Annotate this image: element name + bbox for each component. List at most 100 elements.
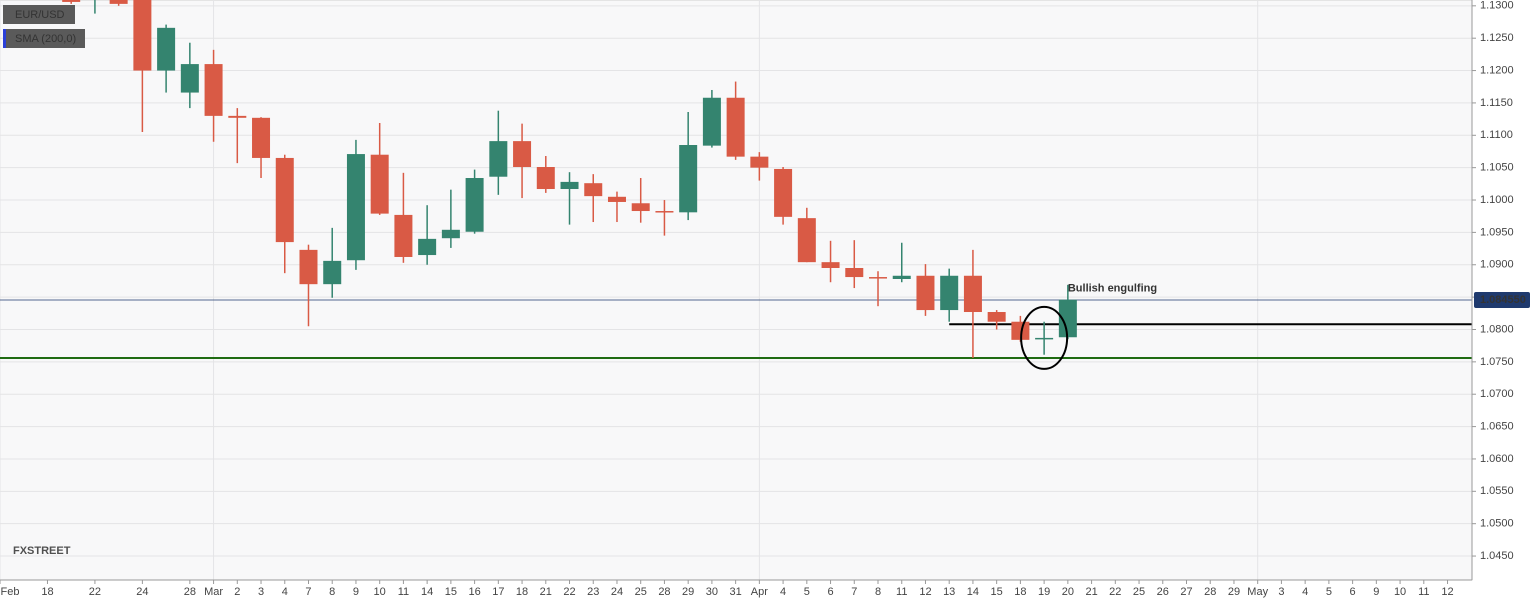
y-tick-label: 1.0900 — [1480, 259, 1514, 271]
y-tick-label: 1.0500 — [1480, 518, 1514, 530]
x-tick-label: 25 — [1133, 586, 1145, 598]
x-tick-label: 21 — [1085, 586, 1097, 598]
candle-body — [702, 97, 721, 146]
x-tick-label: 26 — [1157, 586, 1169, 598]
x-tick-label: 8 — [875, 586, 881, 598]
x-tick-label: 22 — [563, 586, 575, 598]
legend-tag — [3, 29, 85, 48]
x-tick-label: 20 — [1062, 586, 1074, 598]
candle-body — [963, 275, 982, 313]
x-tick-label: 16 — [468, 586, 480, 598]
x-tick-label: 21 — [540, 586, 552, 598]
candle-body — [275, 157, 294, 243]
y-tick-label: 1.1100 — [1480, 129, 1513, 141]
x-tick-label: 2 — [234, 586, 240, 598]
price-tag — [1474, 292, 1530, 309]
y-tick-label: 1.0700 — [1480, 388, 1514, 400]
x-tick-label: 22 — [89, 586, 101, 598]
x-tick-label: 29 — [1228, 586, 1240, 598]
candle-body — [346, 154, 365, 261]
x-tick-label: 23 — [587, 586, 599, 598]
candle-body — [774, 168, 793, 217]
y-tick-label: 1.0550 — [1480, 485, 1514, 497]
x-tick-label: 11 — [1418, 586, 1429, 598]
y-tick-label: 1.1250 — [1480, 32, 1514, 44]
x-tick-label: Apr — [751, 586, 768, 598]
x-tick-label: 18 — [1014, 586, 1026, 598]
annotation-label: Bullish engulfing — [1068, 283, 1157, 295]
y-tick-label: 1.0750 — [1480, 356, 1514, 368]
x-tick-label: 7 — [305, 586, 311, 598]
candle-body — [441, 229, 460, 239]
candle-body — [726, 97, 745, 157]
legend-label: EUR/USD — [15, 9, 65, 21]
candle-body — [252, 117, 271, 158]
candle-body — [1058, 299, 1077, 338]
y-tick-label: 1.1000 — [1480, 194, 1514, 206]
candle-body — [987, 312, 1006, 322]
candle-body — [916, 275, 935, 311]
candle-body — [394, 214, 413, 257]
candle-body — [323, 260, 342, 285]
candle-body — [228, 115, 247, 118]
x-tick-label: 25 — [635, 586, 647, 598]
x-tick-label: 10 — [374, 586, 386, 598]
x-tick-label: 31 — [730, 586, 742, 598]
x-tick-label: 9 — [1373, 586, 1379, 598]
x-tick-label: 6 — [827, 586, 833, 598]
x-tick-label: 4 — [1302, 586, 1308, 598]
candle-body — [679, 145, 698, 213]
y-tick-label: 1.1300 — [1480, 0, 1514, 12]
y-tick-label: 1.0600 — [1480, 453, 1514, 465]
x-tick-label: 24 — [136, 586, 148, 598]
x-tick-label: 18 — [41, 586, 53, 598]
candle-body — [204, 64, 223, 116]
x-tick-label: 18 — [516, 586, 528, 598]
candle-body — [845, 267, 864, 278]
x-tick-label: 14 — [421, 586, 433, 598]
x-tick-label: 11 — [896, 586, 907, 598]
x-tick-label: 28 — [1204, 586, 1216, 598]
x-tick-label: 5 — [1326, 586, 1332, 598]
legend-label: SMA (200,0) — [15, 33, 76, 45]
x-tick-label: 12 — [1441, 586, 1453, 598]
candle-body — [465, 178, 484, 232]
x-tick-label: 14 — [967, 586, 979, 598]
candle-body — [940, 275, 959, 311]
candle-body — [750, 156, 769, 168]
x-tick-label: 28 — [184, 586, 196, 598]
candle-body — [607, 196, 626, 202]
x-tick-label: 3 — [1278, 586, 1284, 598]
legend-swatch — [3, 29, 6, 48]
candle-body — [489, 141, 508, 177]
candle-body — [1035, 337, 1054, 340]
candle-body — [62, 0, 81, 2]
x-tick-label: 28 — [658, 586, 670, 598]
y-tick-label: 1.1050 — [1480, 162, 1514, 174]
candle-body — [797, 218, 816, 263]
x-tick-label: Mar — [204, 586, 223, 598]
x-tick-label: 13 — [943, 586, 955, 598]
annotation-circle — [1020, 305, 1069, 370]
x-tick-label: 29 — [682, 586, 694, 598]
y-tick-label: 1.0450 — [1480, 550, 1514, 562]
x-tick-label: 19 — [1038, 586, 1050, 598]
y-tick-label: 1.1200 — [1480, 64, 1514, 76]
x-tick-label: 10 — [1394, 586, 1406, 598]
candle-body — [1011, 321, 1030, 340]
x-tick-label: 8 — [329, 586, 335, 598]
x-tick-label: 11 — [398, 586, 409, 598]
x-tick-label: Feb — [1, 586, 20, 598]
candle-body — [418, 238, 437, 256]
x-tick-label: 4 — [282, 586, 288, 598]
x-tick-label: 27 — [1180, 586, 1192, 598]
candle-body — [180, 64, 199, 93]
y-tick-label: 1.1150 — [1480, 97, 1513, 109]
x-tick-label: 30 — [706, 586, 718, 598]
x-tick-label: 22 — [1109, 586, 1121, 598]
x-tick-label: 9 — [353, 586, 359, 598]
candle-body — [109, 0, 128, 4]
candle-body — [370, 154, 389, 214]
